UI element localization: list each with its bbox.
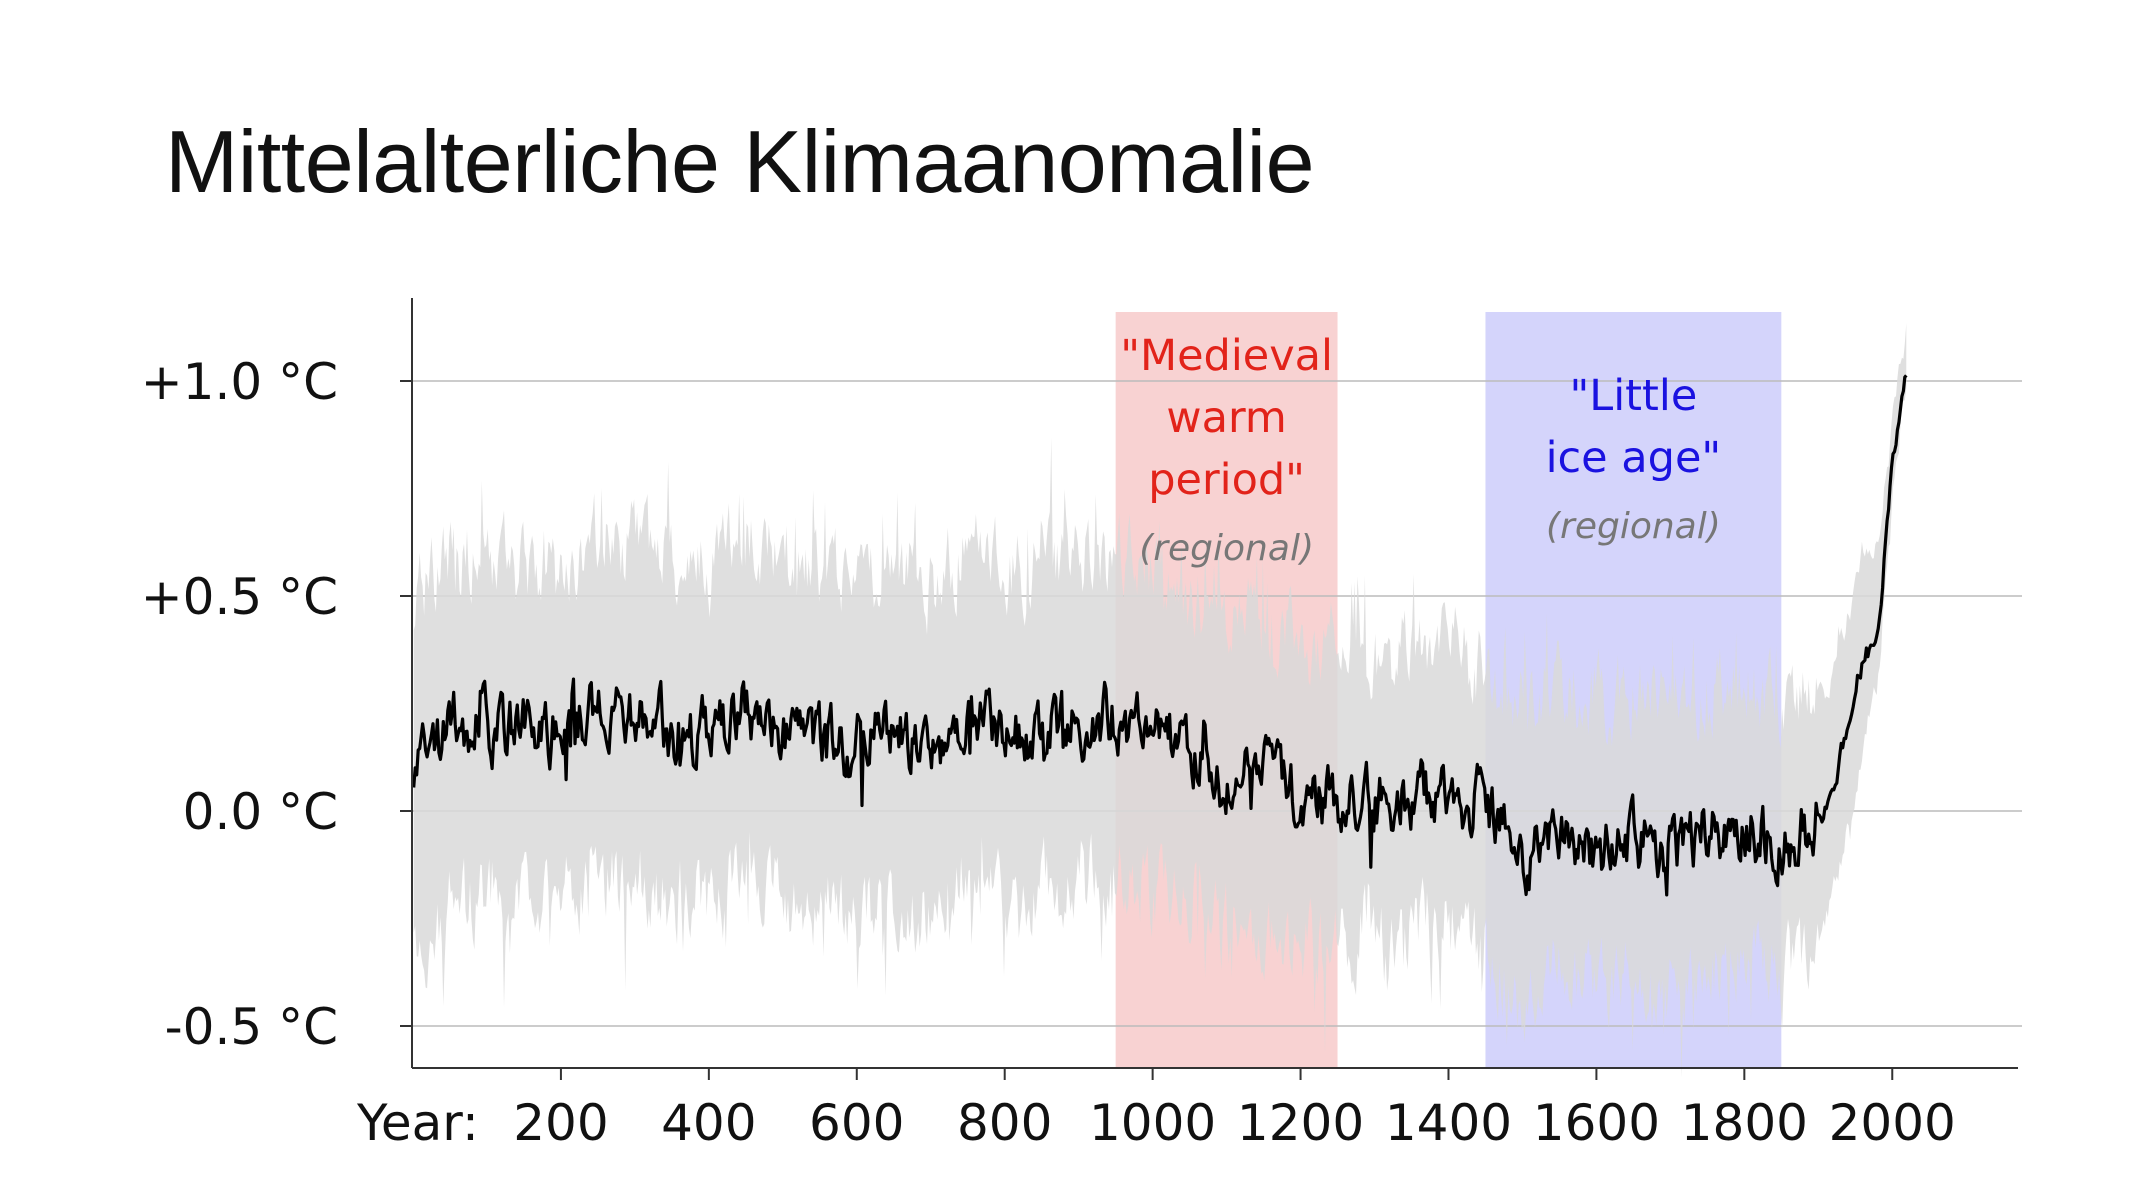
- x-tick-label: 1600: [1533, 1094, 1660, 1152]
- axes: [411, 298, 2018, 1069]
- temperature-series: [412, 374, 1908, 897]
- period-label-line: warm: [1166, 393, 1286, 443]
- period-label-line: period": [1148, 455, 1305, 505]
- x-tick-label: 400: [661, 1094, 756, 1152]
- x-tick-label: 1000: [1089, 1094, 1216, 1152]
- y-axis-ticks: +1.0 °C +0.5 °C 0.0 °C -0.5 °C: [141, 353, 412, 1056]
- x-tick-label: 2000: [1829, 1094, 1956, 1152]
- y-tick-label: -0.5 °C: [165, 998, 338, 1056]
- period-label-line: ice age": [1546, 433, 1722, 483]
- period-sublabel: (regional): [1546, 506, 1721, 547]
- x-axis-label: Year:: [356, 1094, 479, 1152]
- y-tick-label: 0.0 °C: [183, 783, 338, 841]
- period-label-line: "Little: [1569, 371, 1697, 421]
- uncertainty-band: [413, 323, 1907, 1078]
- x-tick-label: 1400: [1385, 1094, 1512, 1152]
- x-axis-ticks: Year: 200 400 600 800 1000 1200 1400 1600 1800 200…: [356, 1068, 1956, 1152]
- x-tick-label: 800: [957, 1094, 1052, 1152]
- x-tick-label: 1800: [1681, 1094, 1808, 1152]
- temperature-line: [412, 374, 1908, 897]
- uncertainty-band-area: [413, 323, 1907, 1078]
- x-tick-label: 200: [513, 1094, 608, 1152]
- x-tick-label: 1200: [1237, 1094, 1364, 1152]
- period-label-line: "Medieval: [1120, 331, 1333, 381]
- y-tick-label: +1.0 °C: [141, 353, 338, 411]
- slide-title: Mittelalterliche Klimaanomalie: [165, 112, 1315, 211]
- y-tick-label: +0.5 °C: [141, 568, 338, 626]
- x-tick-label: 600: [809, 1094, 904, 1152]
- period-sublabel: (regional): [1139, 528, 1314, 569]
- period-labels: "Medieval warm period" (regional) "Little ice…: [1120, 331, 1721, 569]
